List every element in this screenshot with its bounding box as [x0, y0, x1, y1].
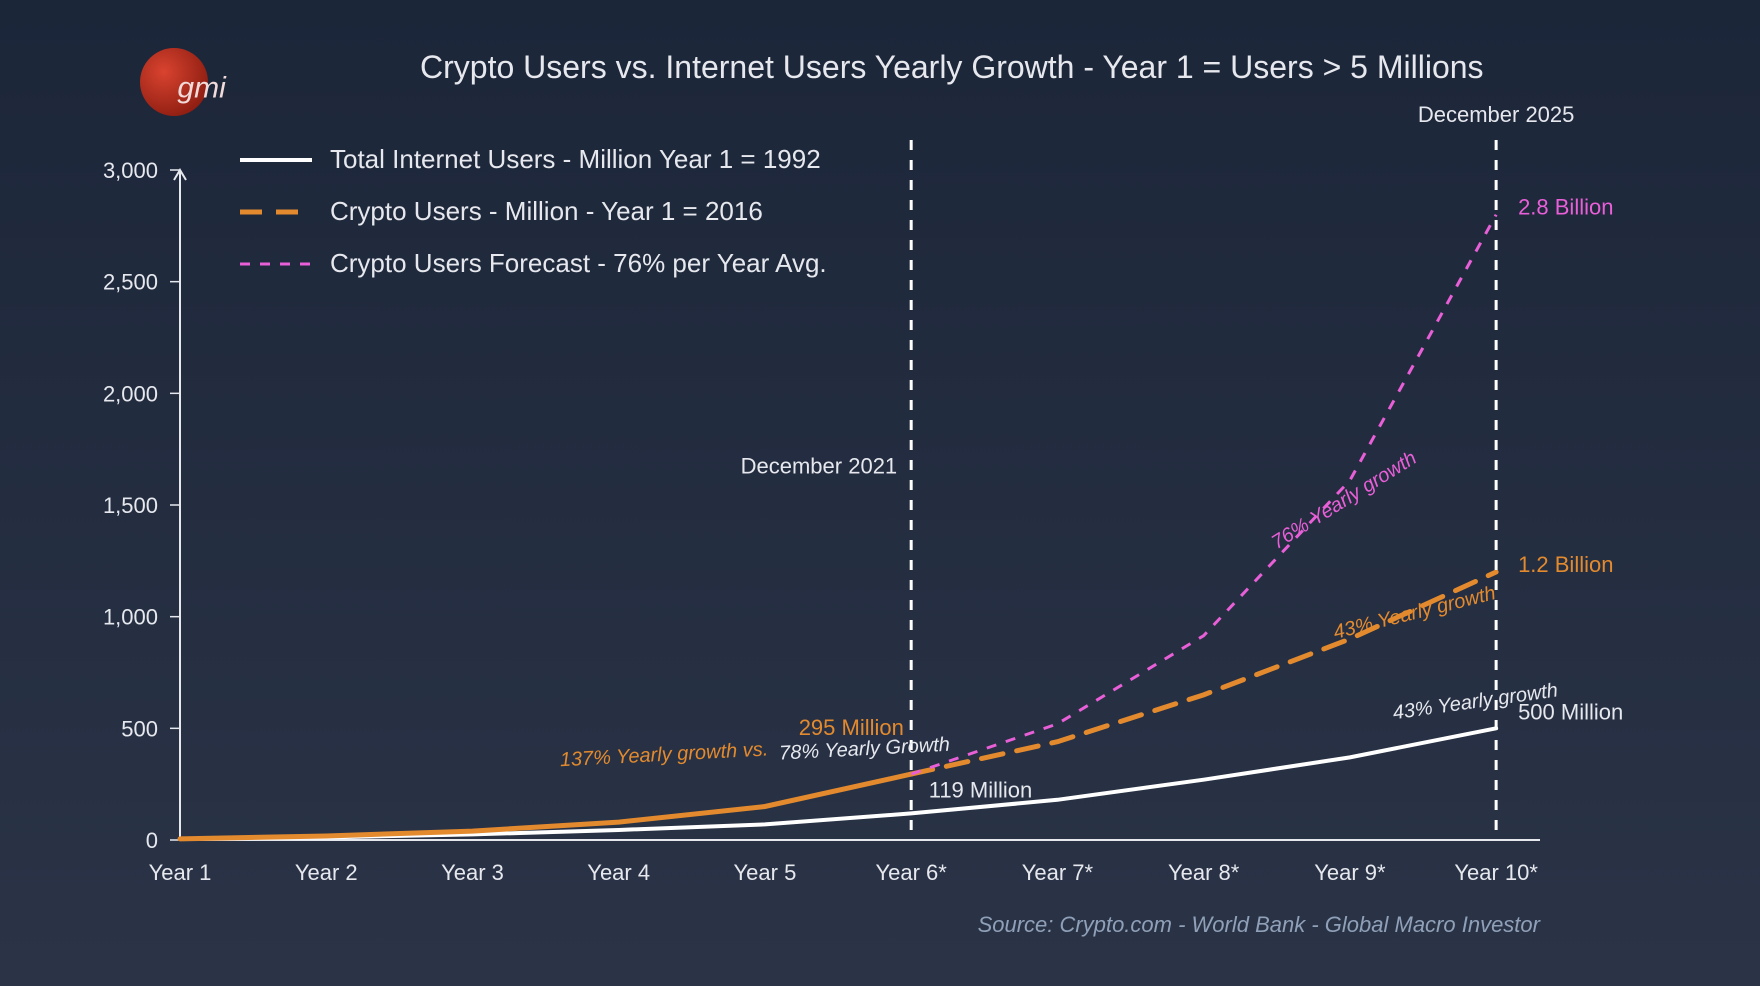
x-tick-label: Year 10* [1454, 860, 1538, 885]
x-tick-label: Year 2 [295, 860, 358, 885]
y-tick-label: 1,000 [103, 605, 158, 630]
x-tick-label: Year 7* [1022, 860, 1094, 885]
annotation: 1.2 Billion [1518, 552, 1613, 577]
legend-label: Crypto Users Forecast - 76% per Year Avg… [330, 248, 827, 278]
legend-label: Total Internet Users - Million Year 1 = … [330, 144, 821, 174]
x-tick-label: Year 8* [1168, 860, 1240, 885]
x-tick-label: Year 3 [441, 860, 504, 885]
y-tick-label: 1,500 [103, 493, 158, 518]
reference-label: December 2025 [1418, 102, 1575, 127]
x-tick-label: Year 9* [1314, 860, 1386, 885]
y-tick-label: 2,000 [103, 381, 158, 406]
x-tick-label: Year 6* [875, 860, 947, 885]
x-tick-label: Year 4 [587, 860, 650, 885]
chart-stage: gmi Crypto Users vs. Internet Users Yearl… [0, 0, 1760, 986]
x-tick-label: Year 5 [734, 860, 797, 885]
gmi-logo-text: gmi [177, 71, 227, 104]
annotation: 295 Million [799, 715, 904, 740]
annotation: 500 Million [1518, 699, 1623, 724]
chart-title: Crypto Users vs. Internet Users Yearly G… [420, 49, 1484, 85]
y-tick-label: 0 [146, 828, 158, 853]
x-tick-label: Year 1 [149, 860, 212, 885]
y-tick-label: 3,000 [103, 158, 158, 183]
annotation: 119 Million [929, 778, 1033, 803]
reference-label: December 2021 [741, 454, 898, 479]
y-tick-label: 500 [121, 716, 158, 741]
source-attribution: Source: Crypto.com - World Bank - Global… [978, 912, 1542, 937]
annotation: 2.8 Billion [1518, 195, 1613, 220]
y-tick-label: 2,500 [103, 270, 158, 295]
chart-svg: gmi Crypto Users vs. Internet Users Yearl… [0, 0, 1760, 986]
legend-label: Crypto Users - Million - Year 1 = 2016 [330, 196, 763, 226]
